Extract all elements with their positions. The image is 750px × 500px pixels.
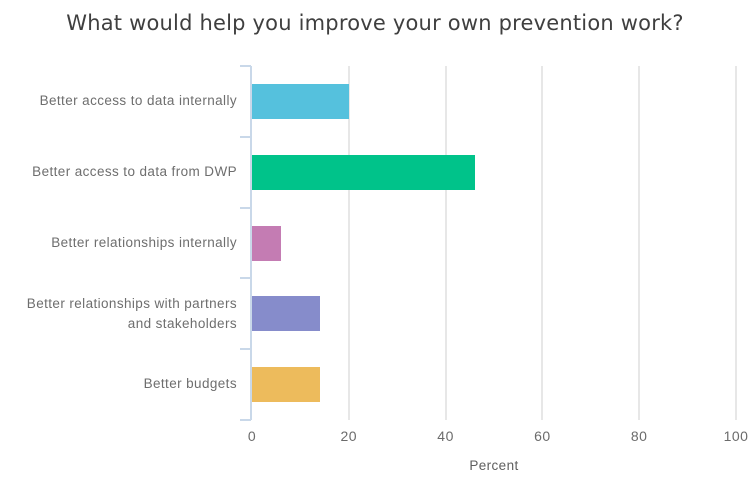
x-tick-label: 60 [534,428,551,444]
axis-tick [240,65,251,67]
category-label: Better relationships internally [51,234,237,250]
bar [252,154,475,190]
bar [252,83,349,119]
gridline [735,66,737,420]
x-tick-label: 40 [437,428,454,444]
gridline [444,66,447,420]
x-tick-label: 100 [723,428,749,444]
x-tick-label: 80 [630,428,648,444]
category-label: Better relationships with partners and s… [26,295,237,331]
x-tick-label: 0 [247,428,257,444]
chart-title: What would help you improve your own pre… [66,11,684,35]
x-tick-label: 20 [340,428,358,444]
bar [252,367,320,403]
axis-tick [240,207,251,209]
gridline [541,66,544,420]
axis-tick [240,277,251,279]
bar [252,296,320,332]
plot-area [240,65,737,421]
x-axis-title: Percent [469,458,519,473]
category-label: Better budgets [143,376,237,392]
gridline [638,66,641,420]
y-axis-line [250,66,252,420]
axis-tick [240,136,251,138]
category-label: Better access to data internally [39,93,237,109]
axis-tick [240,348,251,350]
gridline [347,66,350,420]
axis-tick [240,419,251,421]
category-labels: Better access to data internally Better a… [0,66,237,420]
bar [252,225,282,261]
category-label: Better access to data from DWP [32,164,237,180]
